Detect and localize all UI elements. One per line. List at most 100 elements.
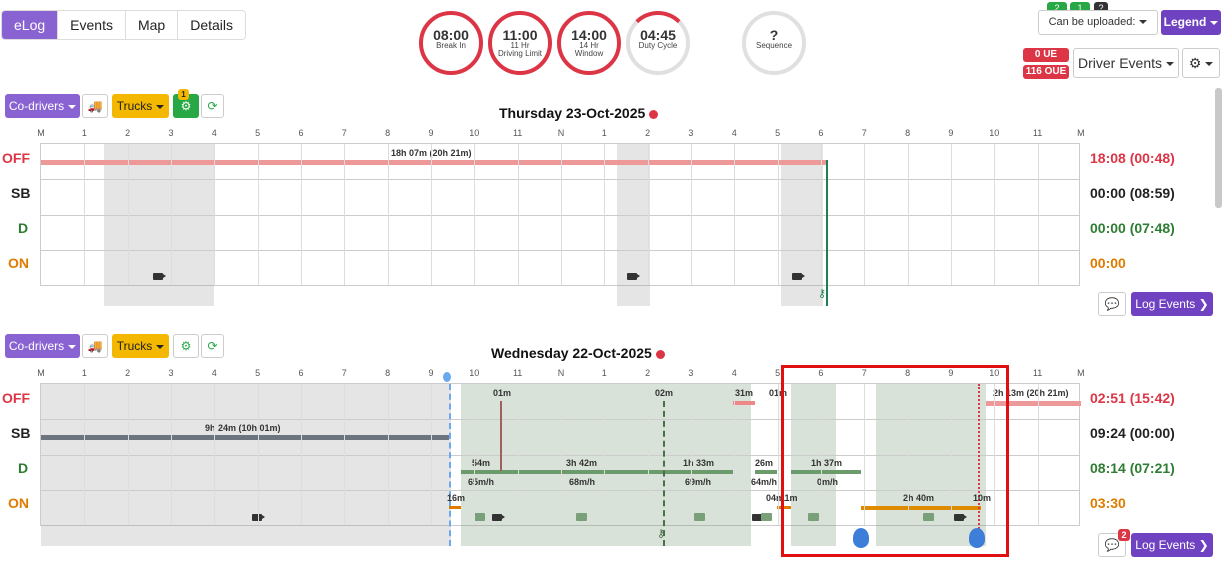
hour-tick-label: 6 (298, 128, 304, 138)
hour-grid-line (907, 144, 909, 285)
button-label: Trucks (116, 99, 153, 113)
button-label: Log Events (1135, 538, 1196, 552)
hour-grid-line (864, 144, 866, 285)
engine-icon[interactable]: ⚙ (173, 334, 199, 358)
ue-badge[interactable]: 0 UE (1023, 48, 1069, 62)
alert-dot-icon (655, 349, 665, 359)
hour-grid-line (474, 384, 476, 525)
truck-event-icon[interactable] (761, 513, 772, 521)
grid-row-divider (41, 455, 1079, 456)
camera-icon[interactable] (252, 514, 265, 521)
gears-icon: ⚙ (1188, 55, 1202, 71)
log-events-button[interactable]: Log Events ❯ (1131, 533, 1213, 557)
truck-event-icon[interactable] (808, 513, 819, 521)
segment-label: 11m (780, 493, 798, 503)
hour-tick-label: 2 (125, 128, 131, 138)
hour-grid-line (517, 384, 519, 525)
hour-grid-line (604, 144, 606, 285)
camera-icon[interactable] (627, 273, 640, 280)
sb-total: 00:00 (08:59) (1090, 185, 1175, 201)
truck-icon[interactable]: 🚚 (82, 94, 108, 118)
truck-event-icon[interactable] (576, 513, 587, 521)
refresh-icon[interactable]: ⟳ (201, 94, 224, 118)
hour-grid-line (820, 144, 822, 285)
trucks-button[interactable]: Trucks (112, 334, 169, 358)
hour-grid-line (257, 144, 259, 285)
hour-grid-line (560, 384, 562, 525)
driving-bar (755, 470, 777, 474)
tab-elog[interactable]: eLog (2, 11, 58, 39)
on-label: ON (8, 255, 29, 271)
grid-row-divider (41, 490, 1079, 491)
truck-event-icon[interactable] (923, 513, 934, 521)
hour-tick-label: 5 (255, 368, 261, 378)
start-pin-icon[interactable] (443, 372, 451, 382)
camera-icon[interactable] (954, 514, 967, 521)
co-drivers-button[interactable]: Co-drivers (5, 334, 80, 358)
segment-label: 26m (755, 458, 774, 468)
truck-event-icon[interactable] (474, 513, 485, 521)
tab-events[interactable]: Events (57, 11, 125, 39)
dropdown-label: Driver Events (1077, 55, 1163, 71)
hour-tick-label: M (37, 128, 45, 138)
camera-icon[interactable] (792, 273, 805, 280)
hour-tick-label: 5 (775, 368, 781, 378)
segment-label: 1h 37m (811, 458, 843, 468)
hour-tick-label: 11 (1032, 128, 1043, 138)
segment-speed: 68m/h (569, 477, 596, 487)
on-total: 03:30 (1090, 495, 1126, 511)
hour-tick-label: 7 (861, 368, 867, 378)
truck-event-icon[interactable] (694, 513, 705, 521)
hour-grid-line (994, 144, 996, 285)
chevron-down-icon (1210, 20, 1219, 25)
camera-icon[interactable] (492, 514, 505, 521)
camera-icon[interactable] (153, 273, 166, 280)
hour-tick-label: 4 (731, 128, 737, 138)
settings-dropdown[interactable]: ⚙ (1182, 48, 1220, 78)
location-pin-icon[interactable] (969, 528, 985, 548)
d-total: 08:14 (07:21) (1090, 460, 1175, 476)
hour-tick-label: 10 (989, 368, 1000, 378)
engine-badge: 1 (178, 89, 189, 100)
truck-icon[interactable]: 🚚 (82, 334, 108, 358)
hour-tick-label: 3 (168, 128, 174, 138)
scrollbar[interactable] (1215, 88, 1222, 208)
oue-badge[interactable]: 116 OUE (1023, 65, 1069, 79)
hour-grid-line (604, 384, 606, 525)
hour-tick-label: 11 (512, 128, 523, 138)
log-grid: 9h 24m (10h 01m) 01m 02m 31m 01m 2h 13m … (40, 383, 1081, 546)
hour-tick-label: 11 (1032, 368, 1043, 378)
hour-grid-line (907, 384, 909, 525)
on-duty-bar (449, 506, 461, 509)
comments-icon[interactable]: 💬 (1098, 292, 1126, 316)
hour-tick-label: M (37, 368, 45, 378)
hour-tick-label: 5 (255, 128, 261, 138)
tab-details[interactable]: Details (177, 11, 245, 39)
refresh-icon[interactable]: ⟳ (201, 334, 224, 358)
hour-tick-label: 9 (428, 368, 434, 378)
hour-grid-line (387, 144, 389, 285)
button-label: Trucks (116, 339, 153, 353)
location-key-icon[interactable]: ⚷ (657, 528, 666, 540)
log-events-button[interactable]: Log Events ❯ (1131, 292, 1213, 316)
driver-events-dropdown[interactable]: Driver Events (1073, 48, 1179, 78)
hour-grid-line (864, 384, 866, 525)
tab-map[interactable]: Map (124, 11, 178, 39)
hour-tick-label: N (557, 368, 565, 378)
log-grid: 18h 07m (20h 21m) (40, 143, 1080, 306)
can-be-uploaded-dropdown[interactable]: Can be uploaded: (1038, 10, 1158, 35)
location-key-icon[interactable]: ⚷ (818, 288, 827, 300)
day-title: Thursday 23-Oct-2025 (499, 105, 659, 121)
co-drivers-button[interactable]: Co-drivers (5, 94, 80, 118)
legend-button[interactable]: Legend (1161, 10, 1221, 35)
off-label: OFF (2, 150, 30, 166)
location-pin-icon[interactable] (853, 528, 869, 548)
d-label: D (18, 220, 29, 236)
hour-tick-label: 10 (469, 128, 480, 138)
chevron-down-icon (68, 104, 77, 109)
hour-tick-label: 1 (601, 128, 607, 138)
on-duty-bar (861, 506, 981, 510)
hour-grid-line (734, 384, 736, 525)
trucks-button[interactable]: Trucks (112, 94, 169, 118)
hour-grid-line (474, 144, 476, 285)
